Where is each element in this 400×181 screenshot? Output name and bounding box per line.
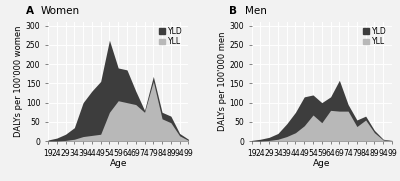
Text: Women: Women [41, 6, 80, 16]
X-axis label: Age: Age [110, 159, 127, 168]
Legend: YLD, YLL: YLD, YLL [361, 26, 388, 48]
Legend: YLD, YLL: YLD, YLL [158, 26, 184, 48]
Text: Men: Men [244, 6, 266, 16]
X-axis label: Age: Age [313, 159, 330, 168]
Text: B: B [229, 6, 237, 16]
Text: A: A [26, 6, 34, 16]
Y-axis label: DALYs per 100'000 men: DALYs per 100'000 men [218, 32, 226, 131]
Y-axis label: DALYs per 100'000 women: DALYs per 100'000 women [14, 26, 23, 137]
